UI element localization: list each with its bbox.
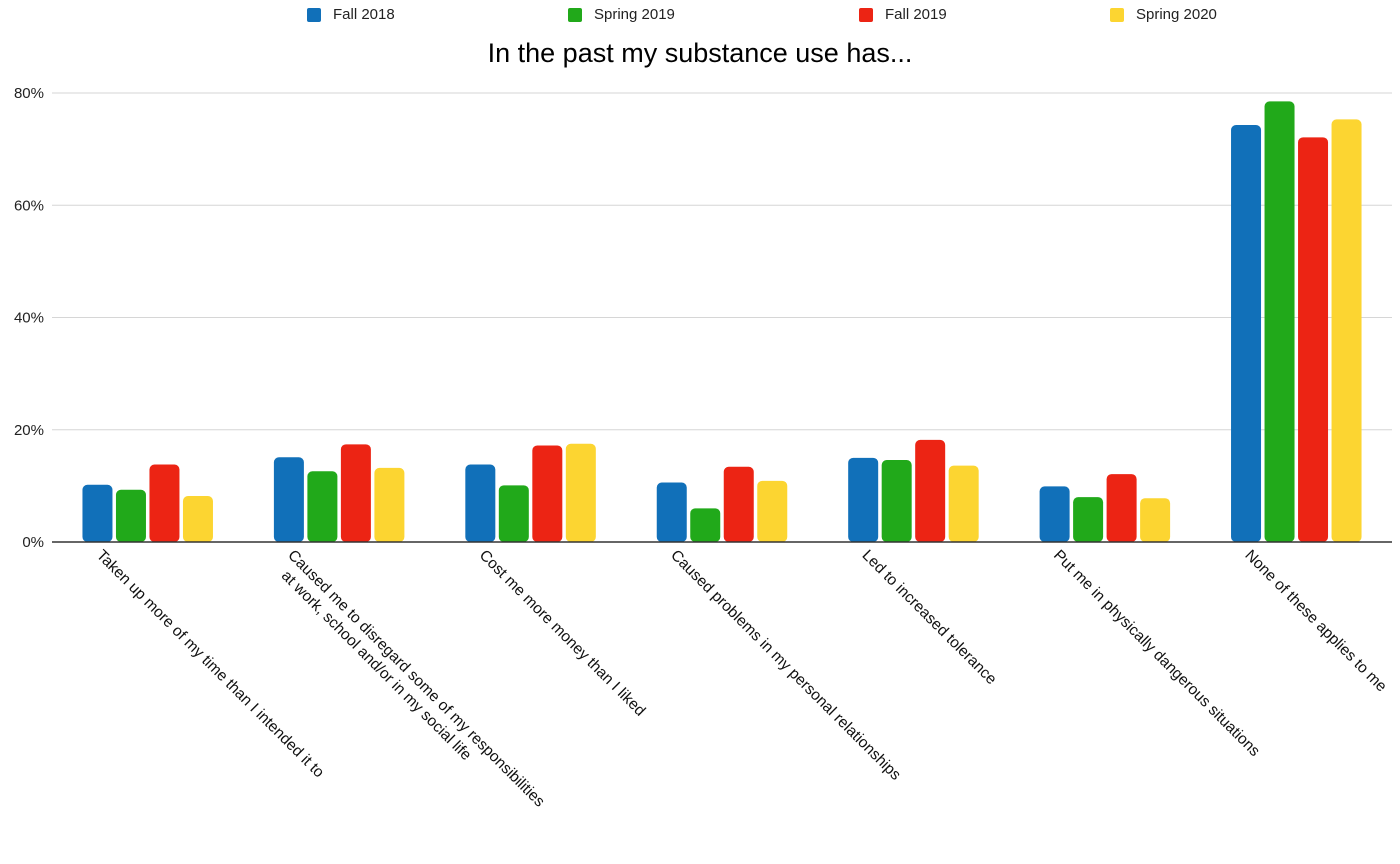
x-category-label-line: Cost me more money than I liked bbox=[476, 547, 649, 720]
bar bbox=[498, 485, 529, 542]
legend-swatch-fall-2018 bbox=[307, 7, 321, 22]
chart-title: In the past my substance use has... bbox=[487, 38, 913, 68]
bar bbox=[182, 495, 213, 542]
bar bbox=[757, 480, 788, 542]
bar bbox=[1140, 498, 1171, 542]
bar bbox=[149, 464, 180, 542]
bar bbox=[1264, 101, 1295, 542]
bar bbox=[656, 482, 687, 542]
x-category-label: Cost me more money than I liked bbox=[476, 547, 649, 720]
x-category-label-line: Put me in physically dangerous situation… bbox=[1050, 547, 1263, 760]
bar bbox=[374, 467, 405, 542]
chart-legend: Fall 2018 Spring 2019 Fall 2019 Spring 2… bbox=[0, 6, 1400, 30]
legend-item-fall-2018: Fall 2018 bbox=[307, 6, 395, 23]
x-category-label-line: None of these applies to me bbox=[1241, 547, 1390, 696]
bar bbox=[881, 460, 912, 542]
bar bbox=[273, 457, 304, 542]
bar bbox=[465, 464, 496, 542]
bar bbox=[915, 439, 946, 542]
x-category-label: Caused problems in my personal relations… bbox=[667, 547, 904, 784]
x-category-label-line: Led to increased tolerance bbox=[859, 547, 1000, 688]
y-tick-label: 20% bbox=[14, 422, 44, 439]
y-tick-label: 80% bbox=[14, 85, 44, 102]
bar bbox=[340, 444, 371, 542]
bar bbox=[690, 508, 721, 542]
legend-item-spring-2019: Spring 2019 bbox=[568, 6, 675, 23]
x-category-label-line: at work, school and/or in my social life bbox=[278, 567, 475, 764]
legend-swatch-spring-2020 bbox=[1110, 7, 1124, 22]
y-tick-label: 40% bbox=[14, 310, 44, 327]
bar bbox=[565, 443, 596, 542]
x-category-label-line: Caused problems in my personal relations… bbox=[667, 547, 904, 784]
legend-label-spring-2020: Spring 2020 bbox=[1136, 6, 1217, 23]
legend-item-fall-2019: Fall 2019 bbox=[859, 6, 947, 23]
bar bbox=[82, 484, 113, 542]
y-tick-label: 60% bbox=[14, 197, 44, 214]
y-tick-label: 0% bbox=[22, 534, 44, 551]
bar bbox=[1331, 119, 1362, 542]
bar bbox=[307, 471, 338, 542]
bar bbox=[115, 489, 146, 542]
bar bbox=[1039, 486, 1070, 542]
bar bbox=[1231, 124, 1262, 543]
bar bbox=[532, 445, 563, 542]
bar bbox=[948, 465, 979, 542]
bar bbox=[848, 457, 879, 542]
legend-item-spring-2020: Spring 2020 bbox=[1110, 6, 1217, 23]
bar bbox=[723, 466, 754, 542]
bar bbox=[1298, 137, 1329, 542]
legend-swatch-fall-2019 bbox=[859, 7, 873, 22]
legend-swatch-spring-2019 bbox=[568, 7, 582, 22]
legend-label-fall-2018: Fall 2018 bbox=[333, 6, 395, 23]
bar bbox=[1106, 474, 1137, 542]
legend-label-fall-2019: Fall 2019 bbox=[885, 6, 947, 23]
x-category-label: Led to increased tolerance bbox=[859, 547, 1000, 688]
bar bbox=[1073, 497, 1104, 542]
legend-label-spring-2019: Spring 2019 bbox=[594, 6, 675, 23]
x-category-label: Put me in physically dangerous situation… bbox=[1050, 547, 1263, 760]
x-category-label: None of these applies to me bbox=[1241, 547, 1390, 696]
